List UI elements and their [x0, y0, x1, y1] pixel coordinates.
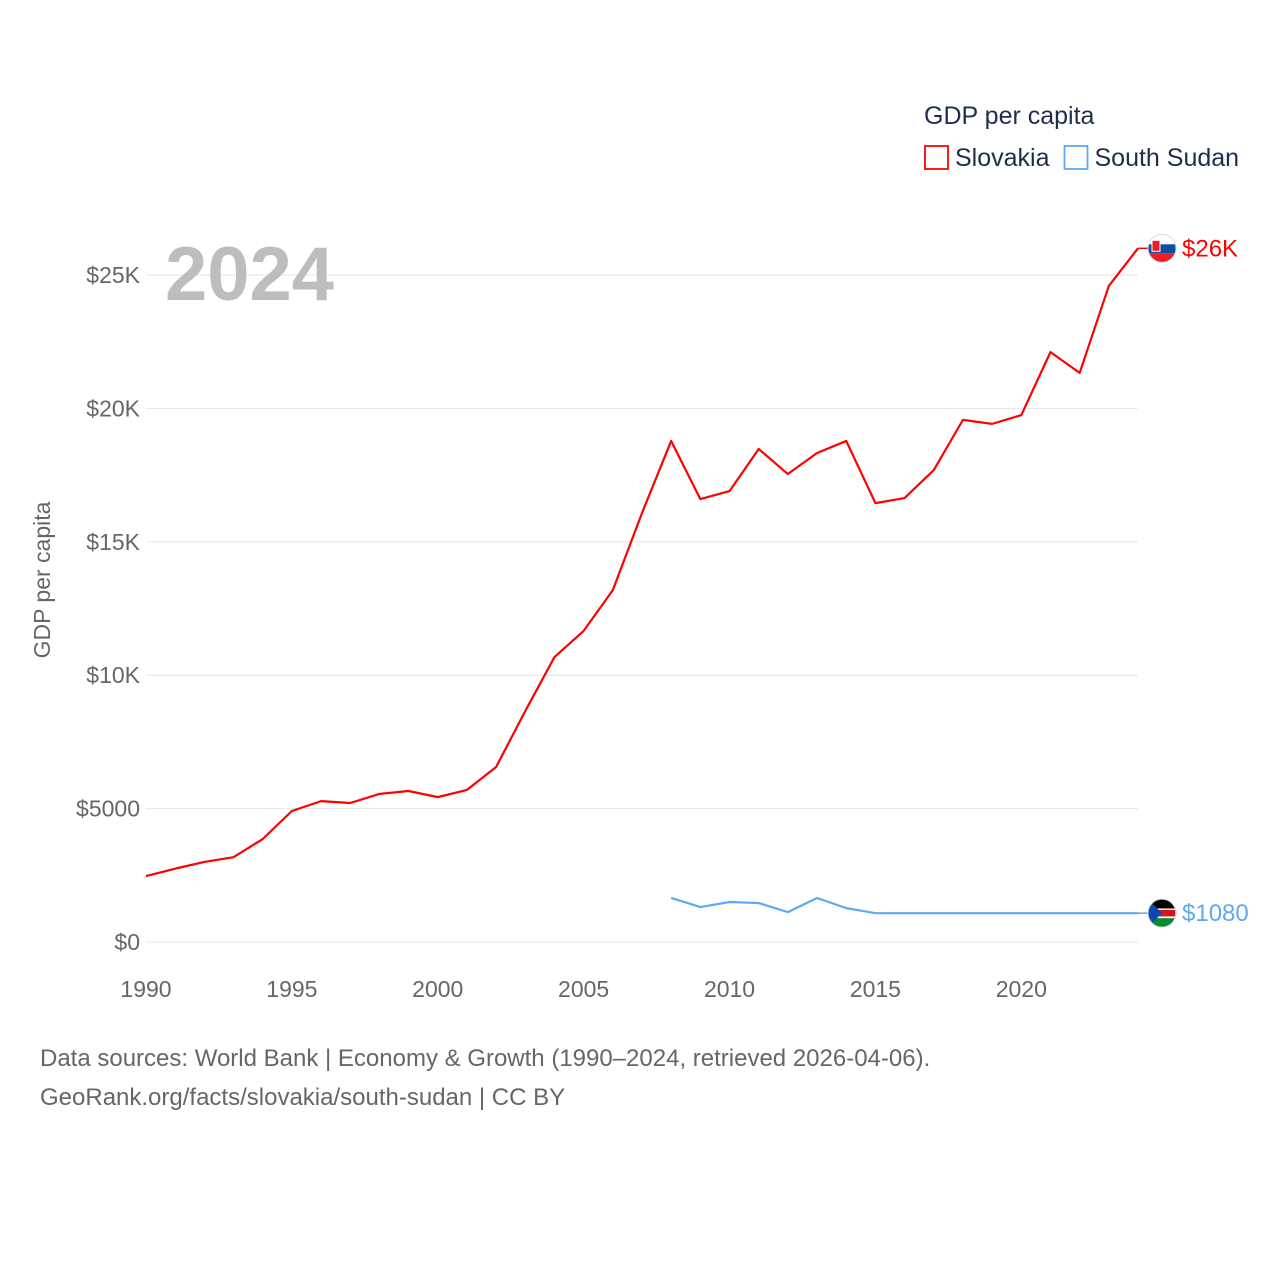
x-tick-label: 2000	[412, 976, 463, 1002]
legend-label: Slovakia	[955, 144, 1050, 172]
y-tick-label: $10K	[86, 662, 140, 688]
series-line-south-sudan	[670, 896, 1138, 915]
x-tick-label: 2010	[704, 976, 755, 1002]
y-tick-label: $15K	[86, 529, 140, 555]
legend-label: South Sudan	[1095, 144, 1240, 172]
legend-item-south-sudan[interactable]: South Sudan	[1063, 144, 1240, 172]
south-sudan-flag-icon	[1147, 898, 1177, 928]
year-watermark: 2024	[165, 232, 334, 317]
footer-link[interactable]: GeoRank.org/facts/slovakia/south-sudan |…	[40, 1084, 566, 1111]
series-line-slovakia	[145, 247, 1139, 878]
y-tick-label: $25K	[86, 262, 140, 288]
x-tick-label: 2020	[996, 976, 1047, 1002]
y-tick-label: $20K	[86, 395, 140, 421]
end-value-label: $26K	[1182, 235, 1238, 262]
y-tick-label: $0	[114, 929, 140, 955]
y-axis-label: GDP per capita	[29, 501, 55, 658]
footer-source: Data sources: World Bank | Economy & Gro…	[40, 1045, 931, 1072]
legend-item-slovakia[interactable]: Slovakia	[924, 144, 1050, 172]
legend-title: GDP per capita	[924, 102, 1095, 130]
x-tick-label: 1995	[266, 976, 317, 1002]
end-value-label: $1080	[1182, 900, 1249, 927]
y-tick-label: $5000	[76, 796, 140, 822]
x-tick-label: 1990	[120, 976, 171, 1002]
legend-swatch	[1063, 145, 1089, 170]
x-tick-label: 2005	[558, 976, 609, 1002]
slovakia-flag-icon	[1147, 233, 1177, 263]
x-tick-label: 2015	[850, 976, 901, 1002]
legend-swatch	[924, 145, 949, 170]
